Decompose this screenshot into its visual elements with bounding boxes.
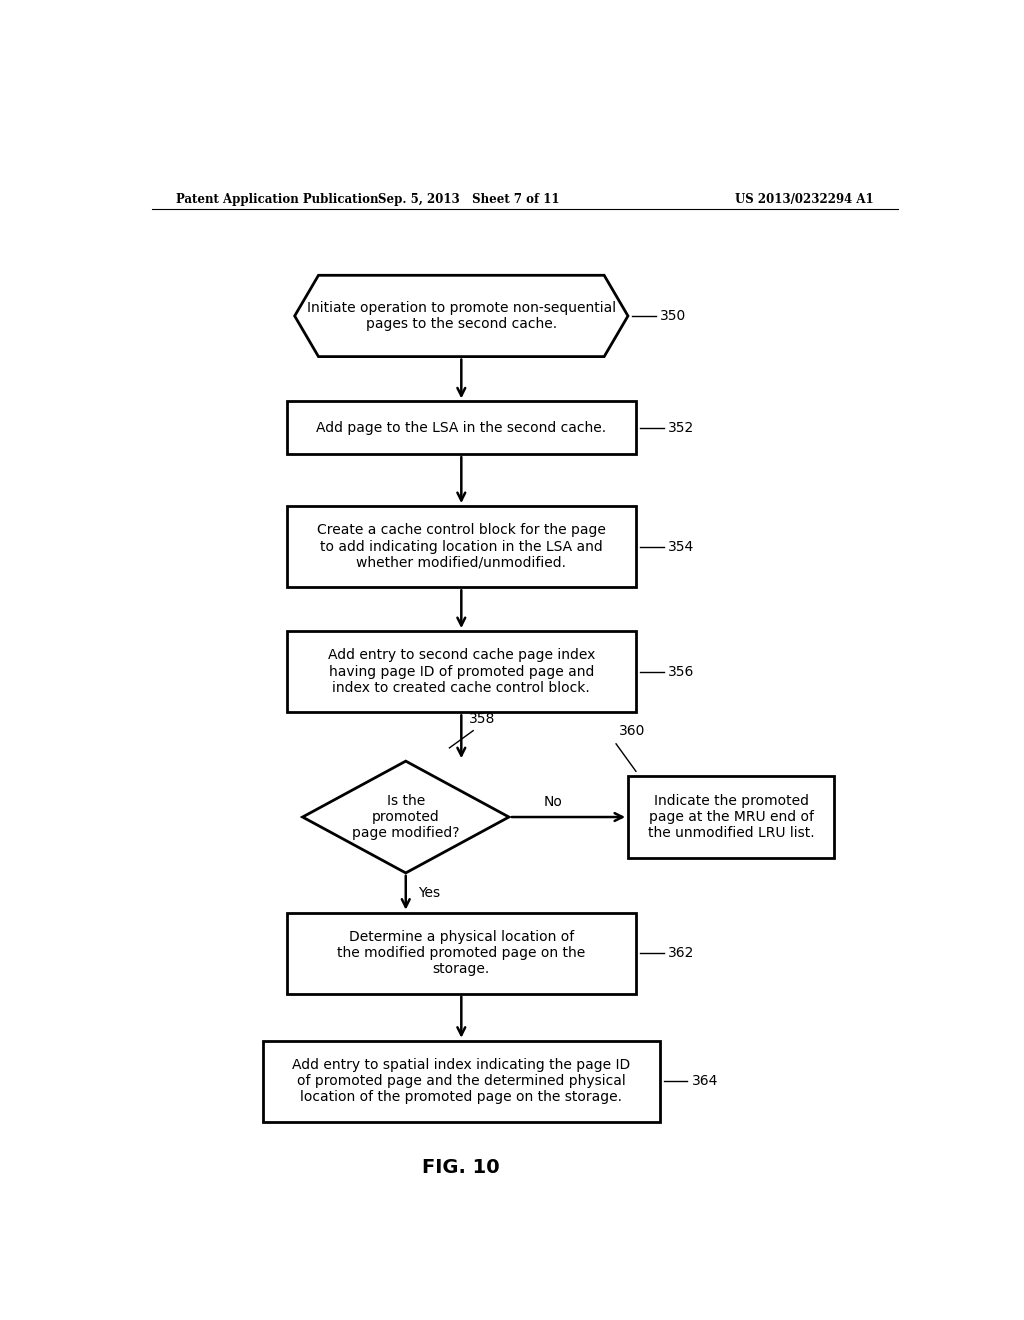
Text: 354: 354 — [668, 540, 694, 553]
Text: 364: 364 — [691, 1074, 718, 1088]
FancyBboxPatch shape — [287, 631, 636, 713]
Text: Create a cache control block for the page
to add indicating location in the LSA : Create a cache control block for the pag… — [316, 524, 606, 570]
FancyBboxPatch shape — [287, 401, 636, 454]
Text: US 2013/0232294 A1: US 2013/0232294 A1 — [735, 193, 873, 206]
Text: Add entry to spatial index indicating the page ID
of promoted page and the deter: Add entry to spatial index indicating th… — [292, 1059, 631, 1105]
Text: 356: 356 — [668, 665, 694, 678]
Text: Determine a physical location of
the modified promoted page on the
storage.: Determine a physical location of the mod… — [337, 931, 586, 977]
Text: Sep. 5, 2013   Sheet 7 of 11: Sep. 5, 2013 Sheet 7 of 11 — [379, 193, 560, 206]
Text: Initiate operation to promote non-sequential
pages to the second cache.: Initiate operation to promote non-sequen… — [307, 301, 615, 331]
Text: Is the
promoted
page modified?: Is the promoted page modified? — [352, 793, 460, 841]
Text: 362: 362 — [668, 946, 694, 960]
Text: Patent Application Publication: Patent Application Publication — [176, 193, 378, 206]
Text: 360: 360 — [618, 723, 645, 738]
FancyBboxPatch shape — [628, 776, 835, 858]
Text: Add entry to second cache page index
having page ID of promoted page and
index t: Add entry to second cache page index hav… — [328, 648, 595, 694]
Text: 352: 352 — [668, 421, 694, 434]
Text: 358: 358 — [469, 711, 496, 726]
Polygon shape — [295, 276, 628, 356]
Text: Add page to the LSA in the second cache.: Add page to the LSA in the second cache. — [316, 421, 606, 434]
Text: 350: 350 — [659, 309, 686, 323]
Text: Indicate the promoted
page at the MRU end of
the unmodified LRU list.: Indicate the promoted page at the MRU en… — [648, 793, 814, 841]
FancyBboxPatch shape — [287, 506, 636, 587]
Text: FIG. 10: FIG. 10 — [423, 1158, 500, 1177]
Polygon shape — [303, 762, 509, 873]
Text: No: No — [543, 795, 562, 809]
FancyBboxPatch shape — [263, 1040, 659, 1122]
Text: Yes: Yes — [418, 886, 439, 900]
FancyBboxPatch shape — [287, 912, 636, 994]
